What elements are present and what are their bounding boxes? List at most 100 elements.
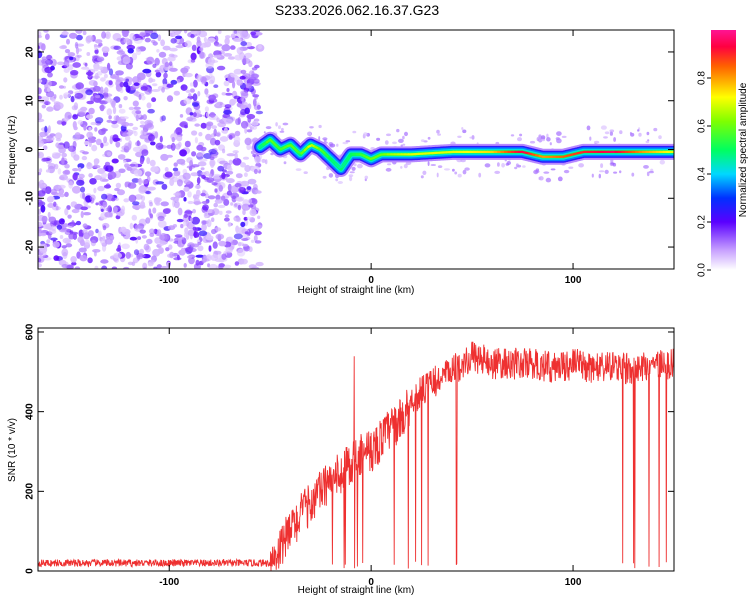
- noise-blob: [71, 105, 78, 111]
- noise-blob: [179, 114, 184, 118]
- noise-blob: [147, 186, 156, 191]
- noise-blob: [241, 238, 249, 241]
- noise-blob: [189, 232, 193, 240]
- noise-speck: [420, 139, 425, 143]
- noise-blob: [61, 248, 69, 257]
- noise-speck: [599, 170, 605, 173]
- noise-blob: [75, 34, 83, 41]
- noise-blob: [122, 31, 129, 38]
- noise-blob: [38, 172, 42, 176]
- noise-blob: [161, 115, 166, 122]
- noise-blob: [204, 170, 210, 177]
- noise-speck: [265, 126, 272, 130]
- noise-blob: [144, 171, 152, 177]
- noise-speck: [402, 143, 406, 146]
- noise-blob: [85, 114, 94, 120]
- noise-blob: [241, 101, 248, 109]
- noise-blob: [82, 192, 86, 200]
- noise-speck: [561, 135, 567, 138]
- noise-blob: [216, 131, 221, 138]
- noise-blob: [125, 63, 133, 70]
- noise-blob: [80, 206, 88, 211]
- noise-blob: [157, 220, 167, 228]
- noise-blob: [203, 41, 212, 48]
- noise-blob: [151, 83, 158, 87]
- noise-blob: [102, 225, 107, 231]
- noise-blob: [103, 184, 112, 189]
- spectrogram-x-axis-label: Height of straight line (km): [298, 285, 415, 296]
- noise-blob: [56, 120, 63, 125]
- noise-blob: [132, 126, 139, 131]
- noise-blob: [187, 191, 192, 198]
- noise-speck: [376, 137, 381, 141]
- noise-blob: [63, 141, 70, 149]
- noise-blob: [193, 112, 197, 118]
- noise-blob: [135, 48, 142, 56]
- noise-speck: [457, 135, 462, 138]
- noise-blob: [240, 258, 248, 265]
- noise-blob: [226, 178, 235, 184]
- noise-blob: [68, 180, 74, 189]
- noise-blob: [194, 137, 198, 144]
- noise-blob: [47, 211, 51, 219]
- noise-blob: [121, 205, 126, 214]
- noise-blob: [38, 199, 43, 207]
- noise-speck: [653, 127, 658, 132]
- noise-blob: [123, 96, 128, 101]
- noise-blob: [46, 106, 54, 112]
- noise-blob: [72, 62, 81, 68]
- noise-speck: [471, 135, 475, 140]
- noise-blob: [95, 228, 99, 234]
- noise-blob: [254, 240, 262, 244]
- noise-blob: [192, 93, 198, 102]
- noise-blob: [131, 178, 140, 183]
- noise-blob: [95, 138, 102, 146]
- noise-blob: [205, 133, 212, 141]
- noise-blob: [97, 185, 105, 192]
- noise-blob: [59, 174, 68, 181]
- noise-blob: [221, 92, 227, 96]
- noise-speck: [437, 165, 443, 169]
- noise-blob: [82, 151, 89, 155]
- noise-blob: [190, 243, 200, 248]
- noise-blob: [206, 177, 215, 184]
- noise-blob: [158, 242, 165, 247]
- noise-blob: [217, 30, 222, 34]
- noise-blob: [90, 239, 97, 247]
- noise-blob: [154, 57, 160, 66]
- noise-blob: [197, 245, 204, 252]
- noise-blob: [58, 218, 65, 225]
- noise-blobs: [38, 30, 265, 269]
- noise-blob: [79, 254, 88, 262]
- noise-speck: [322, 137, 328, 141]
- x-tick-label: 0: [368, 577, 374, 588]
- noise-blob: [46, 239, 51, 244]
- noise-blob: [114, 197, 119, 201]
- noise-blob: [89, 178, 97, 185]
- noise-blob: [237, 241, 242, 247]
- noise-blob: [216, 117, 220, 123]
- noise-blob: [210, 60, 219, 63]
- noise-blob: [250, 239, 255, 243]
- noise-blob: [117, 154, 126, 160]
- noise-blob: [160, 201, 169, 207]
- noise-blob: [162, 78, 168, 86]
- noise-blob: [149, 202, 153, 207]
- noise-blob: [166, 154, 173, 158]
- noise-blob: [216, 65, 226, 71]
- noise-blob: [234, 183, 242, 188]
- noise-blob: [88, 173, 93, 178]
- noise-blob: [218, 264, 224, 269]
- noise-blob: [223, 109, 232, 115]
- noise-blob: [241, 203, 251, 211]
- noise-blob: [235, 173, 243, 179]
- noise-blob: [240, 90, 249, 96]
- noise-blob: [97, 168, 106, 174]
- noise-blob: [104, 238, 113, 245]
- noise-blob: [132, 201, 140, 206]
- noise-blob: [135, 224, 139, 230]
- noise-blob: [211, 125, 217, 129]
- noise-blob: [86, 162, 93, 170]
- noise-blob: [92, 164, 101, 169]
- noise-blob: [227, 56, 236, 60]
